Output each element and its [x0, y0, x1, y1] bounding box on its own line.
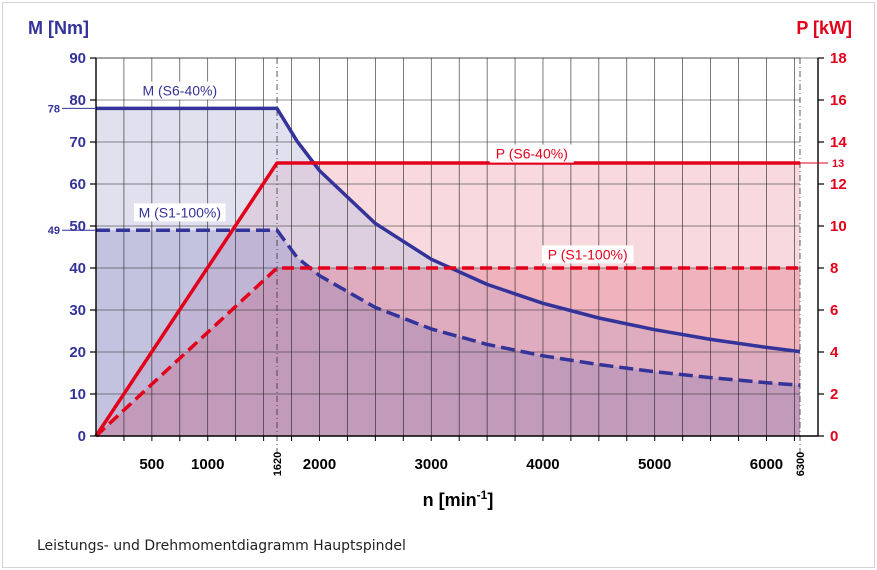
- x-tick-label: 6000: [750, 456, 783, 473]
- y-right-tick-label: 4: [830, 344, 839, 361]
- series-label-bg-2: [489, 144, 574, 163]
- series-label-bg-1: [134, 203, 226, 222]
- y-right-tick-label: 12: [830, 176, 847, 193]
- y-left-tick-label: 40: [69, 260, 86, 277]
- series-label-bg-3: [541, 245, 634, 264]
- torque-s1-fill: [96, 230, 800, 436]
- torque-s6-fill: [96, 108, 800, 437]
- x-tick-label: 500: [139, 456, 164, 473]
- chart-caption: Leistungs- und Drehmomentdiagramm Haupts…: [37, 538, 406, 554]
- y-left-tick-label: 50: [69, 218, 86, 235]
- y-left-tick-label: 70: [69, 134, 86, 151]
- y-right-tick-label: 2: [830, 386, 838, 403]
- y-right-tick-label: 8: [830, 260, 838, 277]
- x-tick-label: 1620: [272, 452, 284, 476]
- series-line-3: [94, 266, 800, 438]
- y-right-extra-label: 13: [832, 158, 844, 170]
- y-left-tick-label: 30: [69, 302, 86, 319]
- series-label-bg-0: [137, 81, 222, 100]
- x-tick-label: 4000: [526, 456, 559, 473]
- y-right-tick-label: 18: [830, 50, 847, 67]
- y-right-tick-label: 6: [830, 302, 838, 319]
- y-right-tick-label: 0: [830, 428, 838, 445]
- x-tick-label: 5000: [638, 456, 671, 473]
- y-left-tick-label: 0: [78, 428, 86, 445]
- y-left-extra-label: 49: [48, 225, 60, 237]
- series-line-1: [96, 228, 801, 387]
- y-right-tick-label: 16: [830, 92, 847, 109]
- series-label-0: M (S6-40%): [142, 83, 217, 99]
- y-left-tick-label: 60: [69, 176, 86, 193]
- labels: 0 10 20 30 40 50 60 70 80 90 78 49 0 2 4 6 8 10 12 14 16 18 13…: [28, 18, 852, 510]
- y-left-tick-label: 20: [69, 344, 86, 361]
- x-tick-label: 3000: [415, 456, 448, 473]
- y-right-tick-label: 10: [830, 218, 847, 235]
- y-right-axis-title: P [kW]: [796, 18, 852, 38]
- axes: [62, 57, 828, 441]
- x-tick-label: 2000: [303, 456, 336, 473]
- x-axis-title: n [min-1]: [423, 488, 494, 510]
- torque-power-chart: 0 10 20 30 40 50 60 70 80 90 78 49 0 2 4 6 8 10 12 14 16 18 13…: [28, 18, 852, 510]
- y-left-tick-label: 90: [69, 50, 86, 67]
- series-line-2: [94, 161, 800, 437]
- y-left-axis-title: M [Nm]: [28, 18, 89, 38]
- series-lines: [94, 106, 801, 438]
- x-tick-label: 1000: [191, 456, 224, 473]
- y-left-tick-label: 10: [69, 386, 86, 403]
- series-label-3: P (S1-100%): [548, 246, 628, 262]
- series-line-0: [96, 106, 801, 354]
- x-tick-label: 6300: [795, 452, 807, 476]
- y-left-extra-label: 78: [48, 103, 60, 115]
- series-label-2: P (S6-40%): [496, 146, 568, 162]
- series-label-1: M (S1-100%): [139, 204, 221, 220]
- area-fills: [96, 108, 800, 437]
- y-left-tick-label: 80: [69, 92, 86, 109]
- y-right-tick-label: 14: [830, 134, 847, 151]
